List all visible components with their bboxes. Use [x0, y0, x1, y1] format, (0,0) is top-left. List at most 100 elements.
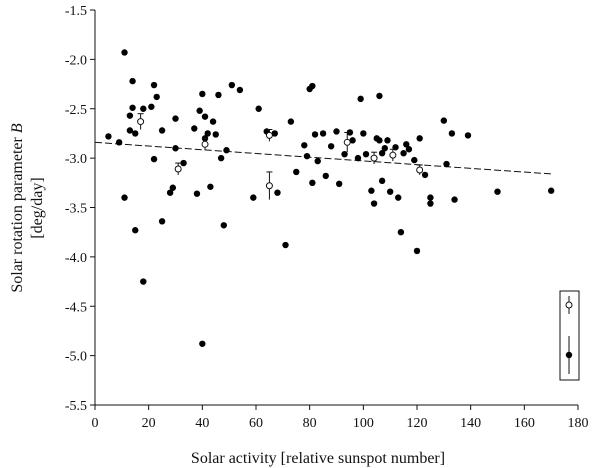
- data-point-filled: [158, 127, 166, 134]
- data-point-filled: [105, 133, 112, 140]
- data-point-open: [265, 182, 273, 190]
- data-point-filled: [212, 131, 219, 138]
- data-point-filled: [129, 104, 136, 111]
- y-tick-label: -4.0: [65, 251, 87, 266]
- data-point-filled: [403, 141, 410, 148]
- data-point-filled: [440, 117, 448, 124]
- y-axis-unit: [deg/day]: [29, 177, 46, 238]
- x-axis-label: Solar activity [relative sunspot number]: [191, 450, 445, 467]
- data-point-filled: [411, 156, 418, 164]
- x-tick-label: 100: [353, 416, 374, 431]
- data-point-filled: [148, 103, 155, 110]
- legend-filled-marker: [565, 351, 573, 359]
- data-point-filled: [335, 180, 343, 187]
- y-tick-label: -5.0: [65, 350, 87, 365]
- data-point-filled: [172, 115, 179, 122]
- data-point-filled: [416, 135, 423, 142]
- y-tick-label: -1.5: [65, 4, 87, 19]
- data-point-filled: [427, 200, 434, 207]
- data-point-filled: [354, 154, 362, 162]
- y-axis-ticks: -5.5 -5.0 -4.5 -4.0 -3.5 -3.0 -2.5 -2.0 -1.5: [65, 4, 95, 414]
- data-point-filled: [400, 149, 407, 157]
- data-point-filled: [207, 183, 214, 190]
- data-point-filled: [314, 157, 321, 165]
- legend-open-marker: [565, 301, 573, 309]
- data-point-filled: [494, 188, 501, 195]
- data-point-filled: [293, 168, 300, 176]
- data-point-filled: [153, 93, 160, 101]
- data-point-open: [201, 140, 209, 148]
- data-point-filled: [236, 86, 244, 94]
- data-point-filled: [395, 194, 402, 201]
- y-tick-label: -4.5: [65, 300, 87, 315]
- data-point-filled: [378, 177, 386, 185]
- data-point-filled: [180, 159, 187, 167]
- data-point-filled: [250, 194, 257, 201]
- data-point-filled: [405, 146, 413, 153]
- plot-area: [94, 10, 578, 406]
- data-point-filled: [193, 190, 201, 197]
- data-point-filled: [220, 222, 227, 229]
- data-point-filled: [370, 200, 378, 207]
- y-axis-label-text: Solar rotation parameter: [9, 133, 26, 293]
- data-point-filled: [311, 131, 319, 138]
- data-point-filled: [287, 118, 295, 125]
- y-axis-label-variable: B: [9, 123, 26, 133]
- data-point-open: [174, 165, 182, 173]
- data-point-filled: [333, 128, 340, 135]
- data-point-filled: [191, 125, 198, 132]
- y-tick-label: -5.5: [65, 399, 87, 414]
- data-point-filled: [443, 160, 450, 168]
- data-point-filled: [228, 81, 236, 89]
- data-point-filled: [451, 196, 458, 203]
- data-point-filled: [427, 194, 434, 201]
- data-point-filled: [199, 90, 206, 98]
- x-tick-label: 20: [142, 416, 156, 431]
- trend-line-path: [94, 141, 552, 175]
- x-tick-label: 140: [460, 416, 481, 431]
- data-point-filled: [362, 150, 370, 158]
- data-point-filled: [166, 189, 174, 196]
- data-point-filled: [448, 130, 456, 137]
- data-point-filled: [274, 189, 281, 196]
- x-tick-label: 160: [514, 416, 535, 431]
- data-point-filled: [322, 172, 329, 180]
- data-point-filled: [357, 95, 364, 103]
- data-point-filled: [368, 187, 375, 194]
- data-point-filled: [381, 145, 388, 152]
- data-point-filled: [464, 132, 472, 139]
- data-point-open: [389, 151, 397, 159]
- data-point-filled: [301, 142, 308, 149]
- data-point-filled: [129, 77, 136, 85]
- data-point-filled: [223, 147, 230, 154]
- data-point-filled: [384, 137, 391, 144]
- y-tick-label: -2.0: [65, 53, 87, 68]
- data-point-filled: [121, 194, 128, 201]
- data-point-filled: [378, 149, 386, 157]
- x-tick-label: 180: [568, 416, 589, 431]
- data-point-filled: [172, 145, 179, 152]
- data-point-filled: [132, 227, 139, 234]
- open-series: [137, 113, 424, 200]
- data-point-filled: [341, 150, 348, 158]
- trend-line: [94, 141, 552, 175]
- data-point-open: [137, 118, 145, 126]
- data-point-filled: [150, 81, 158, 89]
- data-point-filled: [386, 188, 394, 195]
- x-tick-label: 60: [249, 416, 263, 431]
- data-point-open: [416, 166, 424, 174]
- filled-series: [105, 49, 555, 347]
- data-point-filled: [349, 137, 356, 144]
- data-point-filled: [547, 187, 555, 194]
- data-point-filled: [158, 218, 166, 225]
- data-point-filled: [376, 92, 383, 100]
- legend: [559, 290, 580, 381]
- data-point-filled: [126, 112, 134, 119]
- data-point-filled: [376, 137, 383, 144]
- x-tick-label: 80: [303, 416, 317, 431]
- data-point-filled: [169, 184, 177, 191]
- data-point-filled: [255, 105, 262, 112]
- data-point-filled: [209, 118, 217, 125]
- data-point-filled: [121, 49, 128, 56]
